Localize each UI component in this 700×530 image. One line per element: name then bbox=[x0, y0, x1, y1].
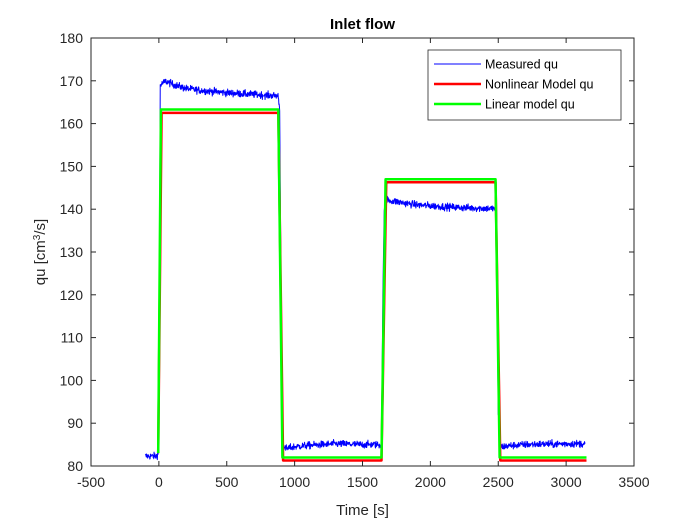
x-tick-label: -500 bbox=[77, 474, 105, 490]
x-tick-label: 2000 bbox=[415, 474, 446, 490]
y-tick-labels: 80 90 100 110 120 130 140 150 160 170 180 bbox=[60, 30, 84, 474]
y-tick-label: 90 bbox=[67, 415, 83, 431]
y-tick-label: 80 bbox=[67, 458, 83, 474]
legend-label-1: Measured qu bbox=[485, 58, 558, 72]
x-tick-label: 1000 bbox=[279, 474, 310, 490]
series-line-1 bbox=[144, 78, 586, 461]
x-tick-label: 3500 bbox=[618, 474, 649, 490]
x-tick-label: 3000 bbox=[551, 474, 582, 490]
y-axis-label-main: qu [cm bbox=[32, 240, 49, 285]
y-tick-label: 140 bbox=[60, 201, 84, 217]
y-tick-label: 170 bbox=[60, 73, 84, 89]
legend: Measured qu Nonlinear Model qu Linear mode… bbox=[427, 49, 622, 121]
chart-title: Inlet flow bbox=[330, 16, 395, 33]
x-tick-label: 2500 bbox=[483, 474, 514, 490]
x-tick-label: 0 bbox=[155, 474, 163, 490]
y-tick-label: 180 bbox=[60, 30, 84, 46]
y-tick-label: 150 bbox=[60, 158, 84, 174]
series-layer bbox=[144, 78, 587, 462]
series-line-3 bbox=[156, 108, 587, 459]
y-tick-label: 160 bbox=[60, 116, 84, 132]
y-tick-label: 100 bbox=[60, 372, 84, 388]
y-tick-label: 110 bbox=[61, 330, 84, 346]
y-axis-label-superscript: 3 bbox=[32, 234, 43, 240]
y-tick-label: 120 bbox=[60, 287, 84, 303]
y-tick-label: 130 bbox=[60, 244, 84, 260]
legend-label-2: Nonlinear Model qu bbox=[485, 78, 593, 92]
legend-label-3: Linear model qu bbox=[485, 98, 575, 112]
x-tick-label: 1500 bbox=[347, 474, 378, 490]
tick-layer bbox=[90, 37, 635, 467]
y-axis-label: qu [cm3/s] bbox=[32, 219, 50, 285]
x-tick-label: 500 bbox=[215, 474, 239, 490]
x-axis-label: Time [s] bbox=[336, 502, 389, 519]
x-tick-labels: -500 0 500 1000 1500 2000 2500 3000 3500 bbox=[77, 474, 650, 490]
legend-items: Measured qu Nonlinear Model qu Linear mode… bbox=[434, 58, 593, 112]
y-axis-label-units: /s] bbox=[32, 219, 49, 235]
